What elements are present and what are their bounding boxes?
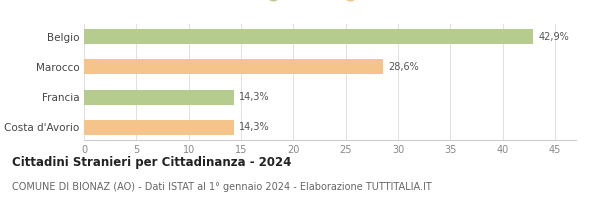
Text: 14,3%: 14,3% [239, 122, 269, 132]
Bar [84, 59, 383, 74]
Text: COMUNE DI BIONAZ (AO) - Dati ISTAT al 1° gennaio 2024 - Elaborazione TUTTITALIA.: COMUNE DI BIONAZ (AO) - Dati ISTAT al 1°… [12, 182, 432, 192]
Legend: Europa, Africa: Europa, Africa [258, 0, 402, 4]
Bar [84, 120, 233, 135]
Text: Cittadini Stranieri per Cittadinanza - 2024: Cittadini Stranieri per Cittadinanza - 2… [12, 156, 292, 169]
Text: 42,9%: 42,9% [538, 32, 569, 42]
Bar [84, 29, 533, 44]
Text: 28,6%: 28,6% [389, 62, 419, 72]
Text: 14,3%: 14,3% [239, 92, 269, 102]
Bar [84, 90, 233, 105]
